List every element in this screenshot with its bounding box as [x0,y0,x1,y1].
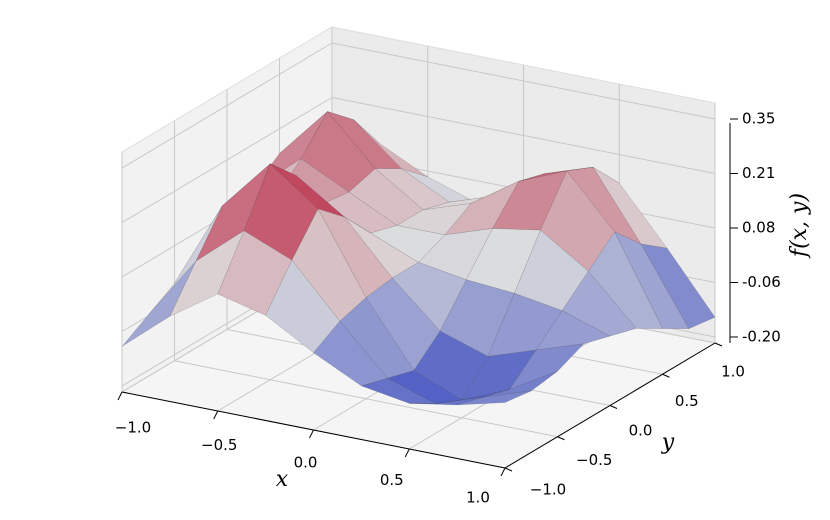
y-axis-label: y [661,430,675,455]
y-tick [662,373,670,378]
x-tick-label: −0.5 [201,436,237,454]
y-tick [504,467,513,472]
z-tick-label: 0.21 [742,164,775,182]
grid-line [121,97,333,223]
grid-line [174,360,558,438]
x-tick [117,391,123,401]
x-tick [309,429,314,439]
surface-patch [535,310,611,351]
y-tick [714,342,723,347]
x-axis-label: x [276,467,289,492]
grid-line [331,42,716,120]
x-tick [404,448,410,458]
z-tick-label: 0.35 [742,110,775,128]
y-tick [609,405,618,409]
x-tick-label: −1.0 [115,419,151,437]
z-tick-label: 0.08 [742,219,775,237]
x-tick-label: 1.0 [466,489,490,507]
y-tick [557,436,565,441]
y-axis-line [504,342,716,469]
grid-line [121,42,333,169]
y-tick-label: 0.0 [629,422,653,440]
x-tick [500,467,506,477]
z-tick-label: -0.20 [742,328,781,346]
y-tick-label: −1.0 [530,481,566,499]
x-axis-line [121,391,506,469]
grid-line [331,97,716,174]
x-tick-label: 0.5 [380,471,404,489]
surface-patch [457,390,532,406]
surface-patch [483,371,558,398]
x-tick-label: 0.0 [294,454,318,472]
z-tick-label: -0.06 [742,273,781,291]
y-tick-label: −0.5 [576,451,612,469]
y-tick-label: 0.5 [675,392,699,410]
y-tick-label: 1.0 [721,363,745,381]
z-axis-label: f(x, y) [787,193,812,259]
surface-patch [561,270,637,337]
x-tick [213,410,219,420]
